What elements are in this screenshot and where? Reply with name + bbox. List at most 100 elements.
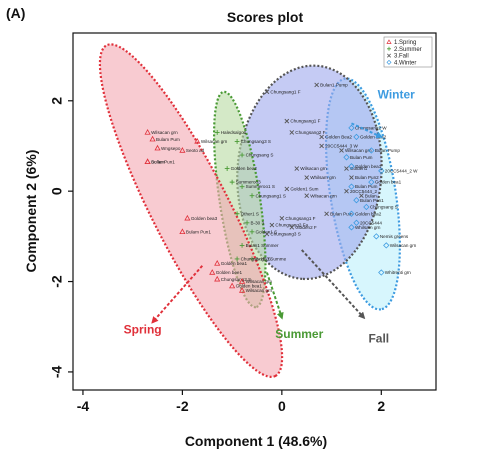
x-tick-label: 2 bbox=[377, 398, 385, 414]
point-winter bbox=[353, 197, 360, 204]
point-label: Whilsam grn bbox=[310, 175, 336, 180]
point-spring bbox=[154, 144, 161, 151]
legend-marker bbox=[386, 59, 392, 65]
point-label: Bulan bbox=[365, 193, 377, 198]
point-summer bbox=[234, 139, 240, 144]
point-label: Chungsang1 F bbox=[270, 89, 300, 94]
point-spring bbox=[144, 158, 151, 164]
point-fall bbox=[304, 193, 310, 199]
legend-marker bbox=[387, 46, 391, 51]
point-label: Wilsacan grn bbox=[151, 130, 178, 135]
point-fall bbox=[279, 215, 285, 221]
point-fall bbox=[324, 211, 329, 217]
point-winter bbox=[378, 269, 385, 276]
x-tick-label: -2 bbox=[176, 398, 189, 414]
point-summer bbox=[239, 242, 245, 248]
point-label: Golden bee1 bbox=[216, 270, 243, 275]
point-spring bbox=[184, 214, 191, 221]
point-winter bbox=[353, 133, 360, 141]
confidence-ellipses bbox=[98, 43, 401, 378]
point-label: Bulam Pum bbox=[156, 137, 180, 142]
point-label: Wilsacan grn bbox=[390, 243, 417, 248]
point-fall bbox=[339, 148, 344, 153]
point-label: Wngsepo bbox=[161, 146, 181, 151]
point-label: Bulan Pum bbox=[330, 211, 353, 216]
group-label-summer: Summer bbox=[275, 327, 323, 341]
point-label: Bulan Pun2 bbox=[355, 175, 379, 180]
panel-label: (A) bbox=[6, 5, 25, 21]
point-label: Wilsacan grn bbox=[201, 139, 228, 144]
point-label: Sollam bbox=[151, 159, 165, 164]
point-winter bbox=[373, 233, 380, 240]
point-fall bbox=[314, 82, 319, 88]
point-label: Golden Bea2 bbox=[325, 135, 352, 140]
arrow-summer bbox=[265, 272, 284, 320]
group-arrows: Spring Summer Fall Winter bbox=[124, 88, 416, 346]
point-label: Golden2 F bbox=[295, 225, 317, 230]
point-label: 20CC5444_2 bbox=[350, 189, 378, 194]
y-tick-label: 2 bbox=[49, 97, 65, 105]
point-fall bbox=[289, 130, 295, 135]
point-spring bbox=[144, 128, 151, 135]
point-label: Summeroo1 S bbox=[246, 184, 275, 189]
point-summer bbox=[234, 256, 240, 262]
point-label: Golden bea1 bbox=[221, 261, 248, 266]
legend-label: 4.Winter bbox=[394, 60, 416, 66]
point-spring bbox=[179, 228, 186, 235]
x-tick-label: -4 bbox=[77, 398, 90, 414]
point-label: Chungsang1 F bbox=[290, 119, 320, 124]
point-fall bbox=[319, 143, 324, 149]
point-summer bbox=[239, 152, 245, 158]
point-label: Wilsacan grn bbox=[246, 288, 273, 293]
point-winter bbox=[368, 147, 375, 154]
point-label: 20CC5444 bbox=[360, 220, 382, 225]
legend-marker bbox=[387, 53, 391, 58]
point-label: Whilsam grn bbox=[355, 225, 381, 230]
ellipse-spring bbox=[98, 43, 284, 378]
legend-label: 3.Fall bbox=[394, 54, 409, 60]
legend-box bbox=[383, 36, 433, 68]
point-winter bbox=[383, 242, 390, 249]
point-spring bbox=[194, 138, 201, 144]
point-label: Chungsang1 S bbox=[256, 193, 286, 198]
point-label: Wilsacan grn bbox=[345, 148, 372, 153]
point-fall bbox=[319, 134, 324, 140]
legend-label: 2.Summer bbox=[394, 47, 422, 53]
point-spring bbox=[229, 282, 236, 289]
point-summer bbox=[249, 193, 255, 199]
y-tick-label: 0 bbox=[49, 187, 65, 195]
point-fall bbox=[344, 188, 349, 194]
point-spring bbox=[214, 260, 221, 266]
group-label-fall: Fall bbox=[368, 332, 389, 346]
chart-title: Scores plot bbox=[227, 9, 304, 25]
point-winter bbox=[353, 219, 360, 226]
point-label: Seoto ad bbox=[186, 148, 205, 153]
point-fall bbox=[344, 166, 349, 171]
point-label: Other1 S bbox=[241, 211, 259, 216]
point-label: Chungsang2 F bbox=[295, 130, 325, 135]
point-spring bbox=[238, 287, 246, 293]
point-label: 20CC5444_3 W bbox=[325, 144, 358, 149]
point-winter bbox=[348, 224, 355, 231]
point-label: Golden bea2 bbox=[231, 166, 258, 171]
point-summer bbox=[229, 179, 235, 185]
point-fall bbox=[264, 89, 270, 95]
group-label-winter: Winter bbox=[378, 88, 416, 102]
point-spring bbox=[179, 147, 186, 153]
point-winter bbox=[343, 154, 350, 161]
point-label: Bulan Pum bbox=[350, 155, 373, 160]
point-label: Bulan1 Pump bbox=[320, 83, 348, 88]
point-spring bbox=[238, 278, 246, 284]
point-label: B-30 3 bbox=[251, 220, 265, 225]
point-fall bbox=[264, 231, 270, 237]
point-label: Summeroo3 bbox=[236, 180, 261, 185]
arrow-fall bbox=[301, 249, 366, 320]
point-label: Golden bea1 bbox=[375, 180, 402, 185]
point-label: Golden bea1 bbox=[355, 164, 382, 169]
point-fall bbox=[269, 222, 275, 228]
point-label: Golden1 bbox=[350, 166, 368, 171]
point-summer bbox=[239, 184, 245, 190]
point-label: Whitrenti grn bbox=[385, 270, 411, 275]
